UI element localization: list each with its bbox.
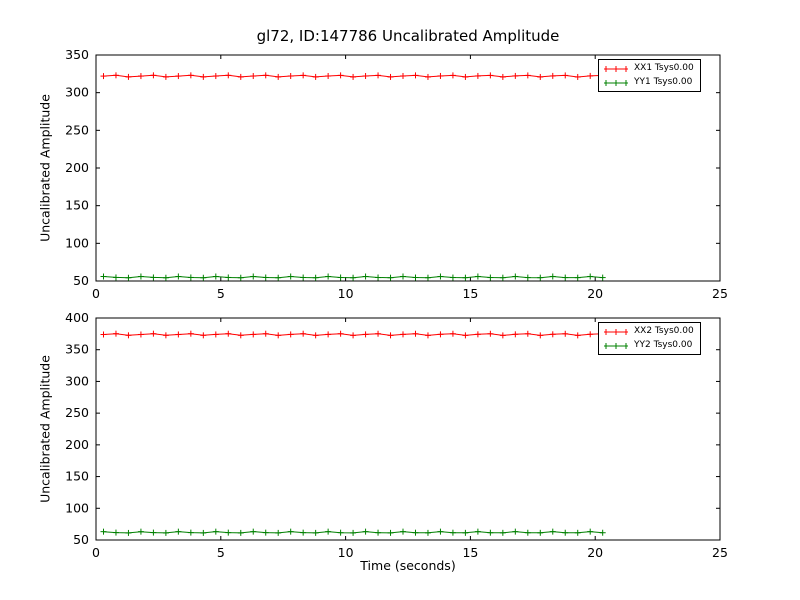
y-tick-label: 200 — [65, 437, 89, 452]
x-tick-label: 5 — [217, 545, 225, 560]
legend-entry-xx1: XX1 Tsys0.00 — [603, 63, 694, 74]
green-line-marker-icon — [604, 342, 628, 349]
y-tick-label: 150 — [65, 469, 89, 484]
y-tick-label: 100 — [65, 500, 89, 515]
x-tick-label: 20 — [587, 545, 603, 560]
x-tick-label: 10 — [338, 286, 354, 301]
y-tick-label: 50 — [73, 273, 89, 288]
x-tick-label: 15 — [462, 286, 478, 301]
y-tick-label: 300 — [65, 85, 89, 100]
legend-label: XX1 Tsys0.00 — [634, 63, 694, 73]
y-tick-label: 350 — [65, 342, 89, 357]
x-tick-label: 15 — [462, 545, 478, 560]
y-tick-label: 50 — [73, 532, 89, 547]
x-tick-label: 10 — [338, 545, 354, 560]
y-tick-label: 100 — [65, 235, 89, 250]
y-tick-label: 350 — [65, 47, 89, 62]
y-tick-label: 400 — [65, 310, 89, 325]
y-tick-label: 150 — [65, 198, 89, 213]
red-line-marker-icon — [604, 328, 628, 335]
legend-entry-xx2: XX2 Tsys0.00 — [603, 326, 694, 337]
legend-entry-yy1: YY1 Tsys0.00 — [603, 77, 694, 88]
y-tick-label: 300 — [65, 373, 89, 388]
x-tick-label: 20 — [587, 286, 603, 301]
legend-entry-yy2: YY2 Tsys0.00 — [603, 340, 694, 351]
y-tick-label: 200 — [65, 160, 89, 175]
x-axis-label: Time (seconds) — [360, 558, 456, 573]
y-tick-label: 250 — [65, 122, 89, 137]
legend-label: YY2 Tsys0.00 — [634, 340, 693, 350]
x-tick-label: 5 — [217, 286, 225, 301]
figure-title: gl72, ID:147786 Uncalibrated Amplitude — [256, 27, 560, 45]
axes-frame — [95, 317, 721, 541]
legend-label: XX2 Tsys0.00 — [634, 326, 694, 336]
y-tick-label: 250 — [65, 405, 89, 420]
x-tick-label: 0 — [92, 545, 100, 560]
x-tick-label: 25 — [712, 286, 728, 301]
top-plot-legend: XX1 Tsys0.00 YY1 Tsys0.00 — [598, 59, 701, 92]
x-tick-label: 25 — [712, 545, 728, 560]
bottom-plot-y-axis-label: Uncalibrated Amplitude — [37, 355, 53, 503]
green-line-marker-icon — [604, 79, 628, 86]
red-line-marker-icon — [604, 65, 628, 72]
bottom-plot-legend: XX2 Tsys0.00 YY2 Tsys0.00 — [598, 322, 701, 355]
top-plot-y-axis-label: Uncalibrated Amplitude — [37, 94, 53, 242]
legend-label: YY1 Tsys0.00 — [634, 77, 693, 87]
x-tick-label: 0 — [92, 286, 100, 301]
